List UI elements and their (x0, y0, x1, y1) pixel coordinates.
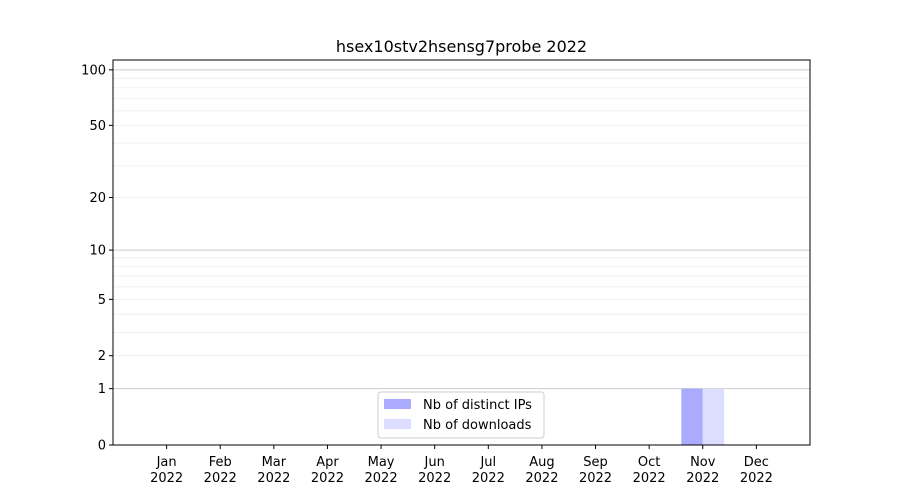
y-tick-label: 0 (98, 439, 106, 454)
x-tick-label: Nov 2022 (686, 455, 719, 486)
y-tick-label: 20 (89, 191, 106, 206)
chart-title: hsex10stv2hsensg7probe 2022 (336, 37, 587, 56)
y-tick-label: 100 (81, 63, 106, 78)
legend-swatch (384, 399, 411, 409)
y-tick-label: 50 (89, 119, 106, 134)
y-tick-label: 2 (98, 349, 106, 364)
x-tick-label: Jun 2022 (418, 455, 451, 486)
y-tick-label: 1 (98, 382, 106, 397)
x-tick-label: Apr 2022 (311, 455, 344, 486)
legend-swatch (384, 419, 411, 429)
x-tick-label: Mar 2022 (257, 455, 290, 486)
x-tick-label: Oct 2022 (633, 455, 666, 486)
x-tick-label: Sep 2022 (579, 455, 612, 486)
x-tick-label: Aug 2022 (525, 455, 558, 486)
legend-label: Nb of downloads (423, 418, 532, 433)
plot-frame (112, 59, 811, 446)
x-tick-label: Jan 2022 (150, 455, 183, 486)
bar-distinct-ips (681, 388, 703, 445)
y-tick-label: 10 (89, 244, 106, 259)
x-tick-label: Jul 2022 (472, 455, 505, 486)
x-tick-label: Dec 2022 (740, 455, 773, 486)
x-tick-label: Feb 2022 (204, 455, 237, 486)
legend: Nb of distinct IPs Nb of downloads (377, 391, 545, 439)
legend-box (377, 391, 545, 439)
y-tick-label: 5 (98, 293, 106, 308)
legend-label: Nb of distinct IPs (423, 398, 532, 413)
x-tick-label: May 2022 (365, 455, 398, 486)
bar-downloads (702, 388, 725, 445)
